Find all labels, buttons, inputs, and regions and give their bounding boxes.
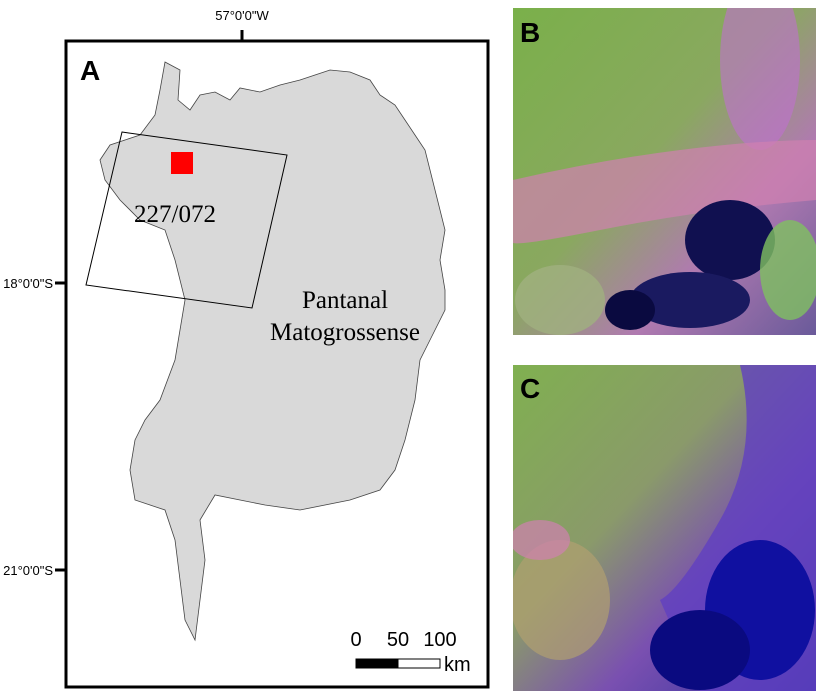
lat-label: 18°0'0"S	[3, 276, 53, 291]
page: {"panel_a": {"label": "A", "lon_label": …	[0, 0, 816, 691]
panel-label: B	[520, 17, 540, 48]
satellite-image	[510, 365, 816, 691]
scale-label: 0	[350, 629, 361, 651]
region-name: Pantanal	[302, 287, 388, 314]
scale-bar	[356, 659, 398, 668]
study-site	[171, 152, 193, 174]
lon-label: 57°0'0"W	[215, 8, 269, 23]
panel-label: A	[80, 55, 100, 86]
scale-unit: km	[444, 654, 471, 676]
satellite-image	[512, 0, 816, 335]
region-name: Matogrossense	[270, 319, 420, 346]
panel-label: C	[520, 373, 540, 404]
lat-label: 21°0'0"S	[3, 563, 53, 578]
scale-label: 100	[423, 629, 456, 651]
scene-label: 227/072	[134, 201, 216, 228]
scale-bar	[398, 659, 440, 668]
figure: 57°0'0"W 18°0'0"S 21°0'0"S A 227/072 Pan…	[0, 0, 816, 691]
scale-label: 50	[387, 629, 409, 651]
